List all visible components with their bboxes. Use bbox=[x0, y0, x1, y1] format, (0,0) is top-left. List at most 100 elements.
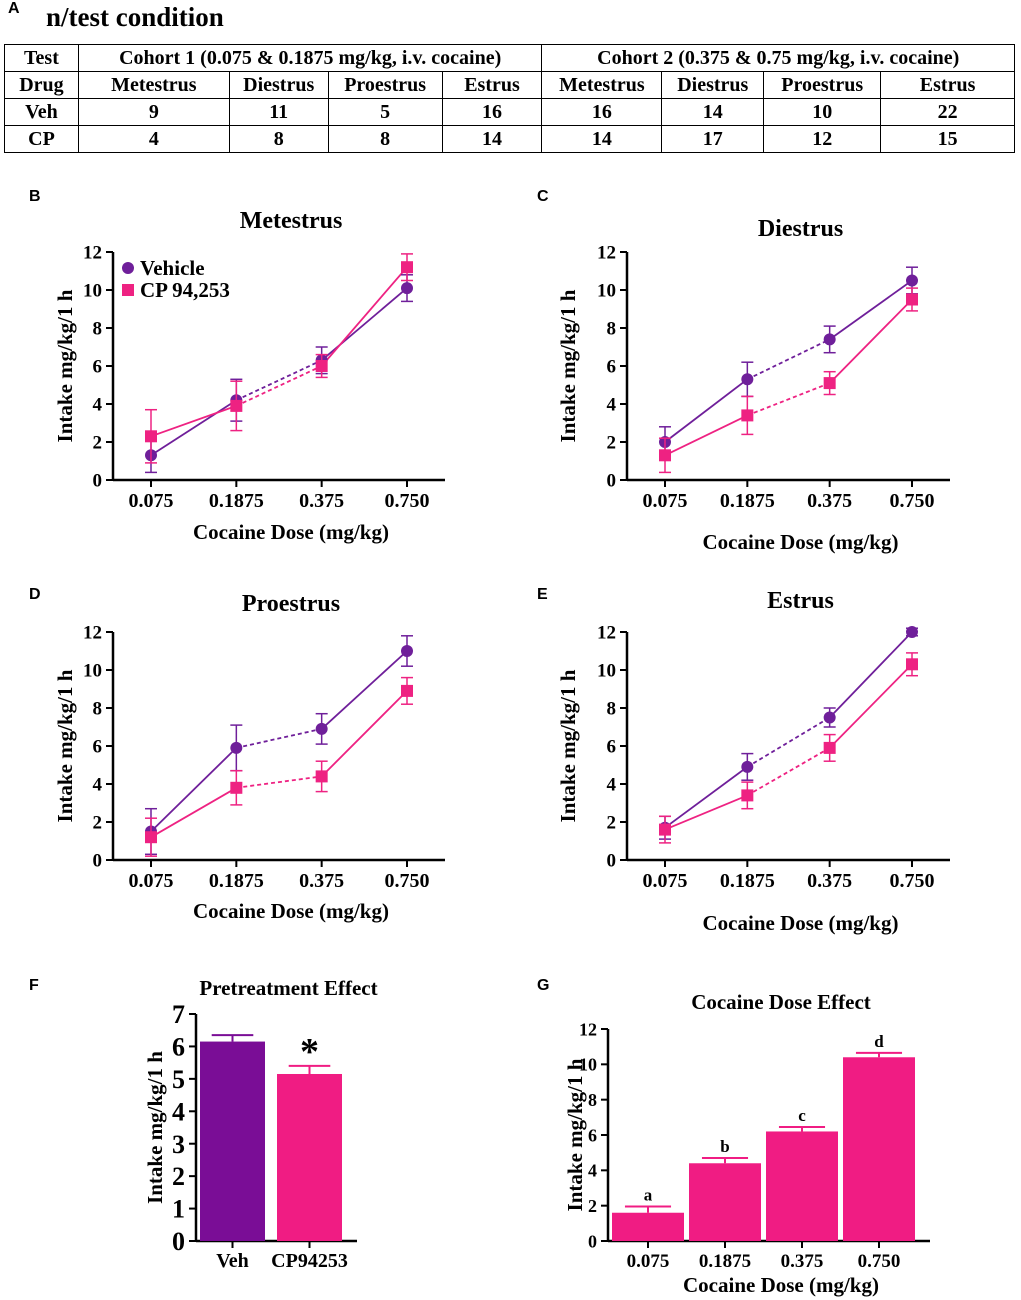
cp-point bbox=[145, 831, 157, 844]
table-header-row-cohort: Test Cohort 1 (0.075 & 0.1875 mg/kg, i.v… bbox=[4, 44, 1015, 72]
phase-header: Metestrus bbox=[77, 71, 230, 99]
y-tick-label: 0 bbox=[93, 851, 103, 872]
y-tick-label: 10 bbox=[83, 281, 102, 302]
drug-label: Veh bbox=[4, 98, 79, 126]
phase-header: Proestrus bbox=[327, 71, 443, 99]
y-tick-label: 0 bbox=[607, 851, 617, 872]
series-line-segment bbox=[746, 747, 831, 797]
y-tick-label: 6 bbox=[607, 357, 617, 378]
table-title: n/test condition bbox=[46, 2, 224, 32]
y-tick-label: 2 bbox=[93, 433, 103, 454]
series-line-segment bbox=[664, 414, 748, 457]
series-line-segment bbox=[829, 298, 913, 384]
y-axis-label: Intake mg/kg/1 h bbox=[556, 289, 580, 442]
table-header-row-phase: Drug Metestrus Diestrus Proestrus Estrus… bbox=[4, 71, 1015, 99]
y-tick-label: 12 bbox=[597, 243, 616, 264]
series-line-segment bbox=[236, 775, 322, 789]
y-axis-label: Intake mg/kg/1 h bbox=[556, 669, 580, 822]
vehicle-point bbox=[823, 711, 836, 724]
table-cell: 8 bbox=[228, 125, 329, 153]
n-per-condition-table: Test Cohort 1 (0.075 & 0.1875 mg/kg, i.v… bbox=[4, 44, 1015, 153]
x-axis-label: Cocaine Dose (mg/kg) bbox=[683, 1273, 879, 1297]
bar bbox=[200, 1041, 265, 1241]
phase-header: Metestrus bbox=[541, 71, 663, 99]
series-line-segment bbox=[746, 338, 831, 381]
chart-title: Diestrus bbox=[758, 216, 843, 242]
phase-header: Diestrus bbox=[228, 71, 329, 99]
y-tick-label: 0 bbox=[172, 1227, 185, 1256]
series-line-segment bbox=[150, 787, 237, 838]
table-cell: 15 bbox=[880, 125, 1015, 153]
x-tick-label: 0.375 bbox=[807, 490, 852, 512]
series-line-segment bbox=[321, 650, 408, 730]
panel-label-b: B bbox=[29, 188, 41, 205]
y-axis-label: Intake mg/kg/1 h bbox=[53, 669, 77, 822]
x-tick-label: 0.075 bbox=[643, 490, 688, 512]
cp-point bbox=[823, 377, 836, 390]
series-line-segment bbox=[664, 766, 748, 829]
y-tick-label: 2 bbox=[607, 433, 617, 454]
legend-cp-marker bbox=[122, 284, 134, 296]
table-corner-drug: Drug bbox=[4, 71, 79, 99]
series-line-segment bbox=[664, 794, 748, 831]
series-line-segment bbox=[829, 663, 913, 749]
series-line-segment bbox=[746, 716, 831, 768]
vehicle-point bbox=[906, 626, 918, 638]
bar bbox=[689, 1163, 761, 1241]
x-tick-label: 0.1875 bbox=[720, 490, 775, 512]
x-tick-label: 0.1875 bbox=[209, 490, 264, 512]
legend-cp-label: CP 94,253 bbox=[140, 278, 230, 302]
cp-point bbox=[401, 261, 413, 274]
series-line-segment bbox=[829, 279, 913, 341]
cp-point bbox=[315, 770, 328, 783]
x-tick-label: CP94253 bbox=[271, 1250, 348, 1272]
y-tick-label: 8 bbox=[607, 699, 617, 720]
cp-point bbox=[823, 741, 836, 754]
significance-asterisk: * bbox=[300, 1031, 319, 1073]
y-tick-label: 4 bbox=[172, 1097, 185, 1126]
series-line-segment bbox=[236, 728, 322, 749]
y-tick-label: 4 bbox=[607, 395, 617, 416]
panel-label-e: E bbox=[537, 586, 548, 603]
series-line-segment bbox=[235, 359, 323, 402]
x-axis-label: Cocaine Dose (mg/kg) bbox=[703, 911, 899, 935]
x-tick-label: Veh bbox=[216, 1250, 249, 1272]
series-line-segment bbox=[664, 378, 748, 443]
series-line-segment bbox=[150, 405, 237, 438]
table-cell: 5 bbox=[327, 98, 443, 126]
group-letter: a bbox=[644, 1186, 653, 1205]
chart-title: Pretreatment Effect bbox=[199, 976, 377, 1000]
panel-label-a: A bbox=[8, 0, 20, 17]
y-tick-label: 2 bbox=[93, 813, 103, 834]
table-cell: 10 bbox=[763, 98, 882, 126]
y-tick-label: 6 bbox=[93, 737, 103, 758]
bar bbox=[766, 1131, 838, 1241]
y-tick-label: 8 bbox=[607, 319, 617, 340]
series-line-segment bbox=[321, 690, 408, 778]
x-axis-label: Cocaine Dose (mg/kg) bbox=[193, 520, 389, 544]
x-tick-label: 0.075 bbox=[129, 490, 174, 512]
legend-vehicle-label: Vehicle bbox=[140, 256, 205, 280]
y-tick-label: 2 bbox=[607, 813, 617, 834]
x-tick-label: 0.1875 bbox=[699, 1251, 751, 1272]
vehicle-point bbox=[401, 645, 413, 657]
table-row: Veh 9 11 5 16 16 14 10 22 bbox=[4, 98, 1015, 126]
table-cell: 4 bbox=[77, 125, 230, 153]
cp-point bbox=[401, 684, 413, 697]
panel-label-g: G bbox=[537, 977, 550, 994]
vehicle-point bbox=[823, 333, 836, 346]
group-letter: d bbox=[874, 1032, 884, 1051]
y-tick-label: 10 bbox=[579, 1055, 597, 1075]
vehicle-point bbox=[230, 741, 243, 754]
x-tick-label: 0.1875 bbox=[209, 870, 264, 892]
panel-label-c: C bbox=[537, 188, 549, 205]
table-cell: 8 bbox=[327, 125, 443, 153]
y-tick-label: 10 bbox=[83, 661, 102, 682]
y-tick-label: 6 bbox=[607, 737, 617, 758]
vehicle-point bbox=[401, 282, 413, 295]
cohort-2-header: Cohort 2 (0.375 & 0.75 mg/kg, i.v. cocai… bbox=[541, 44, 1015, 72]
cp-point bbox=[145, 430, 157, 443]
